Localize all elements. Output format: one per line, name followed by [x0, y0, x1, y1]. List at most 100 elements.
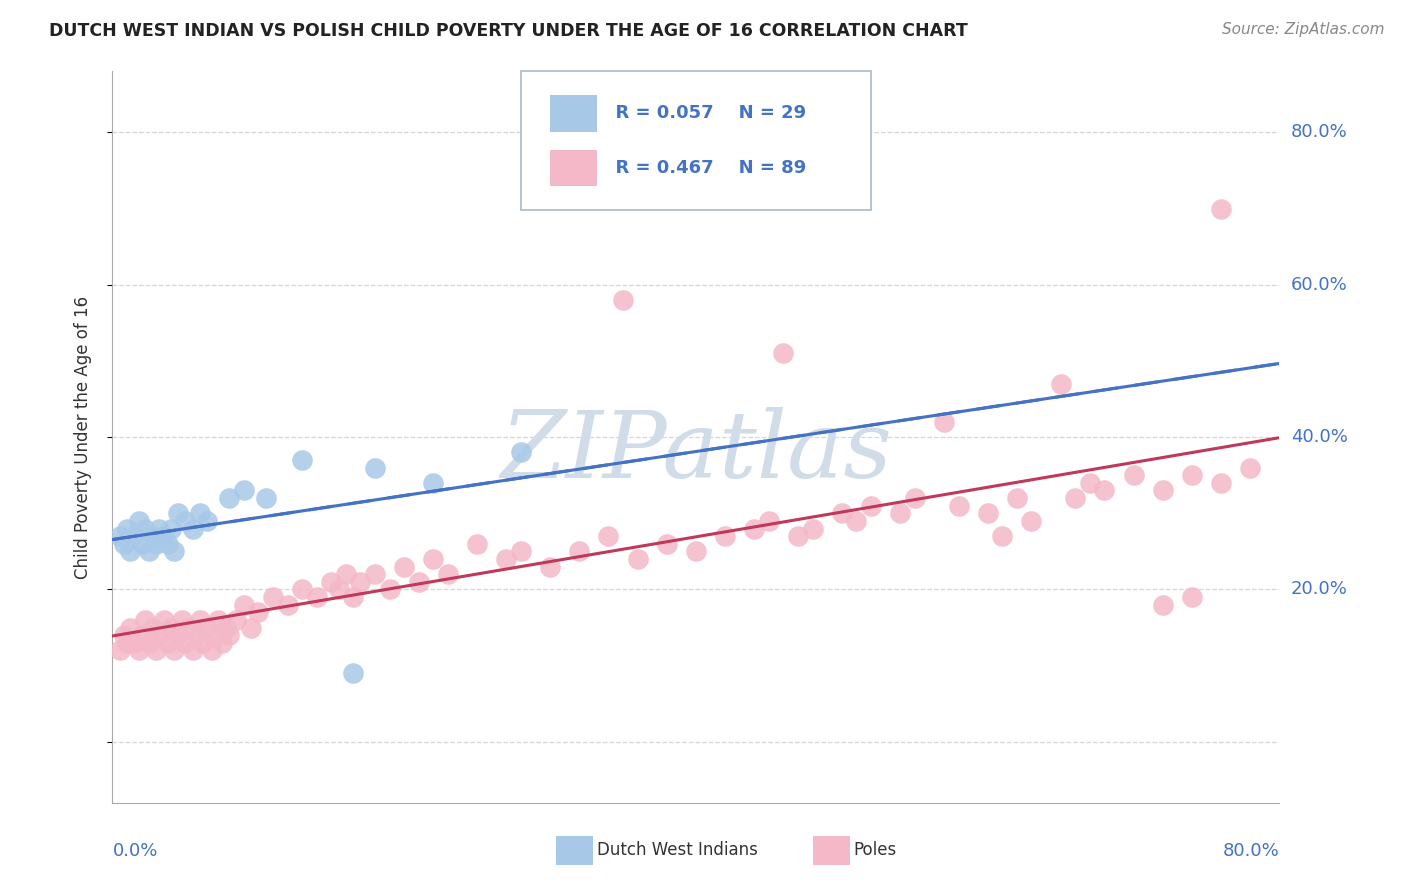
Point: [714, 529, 737, 543]
Point: [124, 636, 146, 650]
Point: [172, 613, 194, 627]
Point: [831, 506, 853, 520]
Point: [509, 445, 531, 459]
Point: [177, 621, 200, 635]
Point: [118, 621, 141, 635]
Point: [465, 537, 488, 551]
Text: 20.0%: 20.0%: [1291, 581, 1347, 599]
FancyBboxPatch shape: [520, 71, 872, 211]
Point: [342, 590, 364, 604]
Text: 40.0%: 40.0%: [1291, 428, 1347, 446]
Point: [1094, 483, 1116, 498]
Point: [112, 628, 135, 642]
Point: [174, 636, 197, 650]
Point: [976, 506, 998, 520]
Point: [152, 529, 174, 543]
Point: [201, 643, 224, 657]
Point: [142, 529, 165, 543]
Point: [349, 574, 371, 589]
Point: [145, 537, 167, 551]
Point: [211, 636, 233, 650]
Point: [889, 506, 911, 520]
Point: [167, 506, 190, 520]
Point: [321, 574, 343, 589]
Point: [1021, 514, 1043, 528]
Text: ZIPatlas: ZIPatlas: [501, 407, 891, 497]
Point: [160, 521, 183, 535]
Point: [118, 544, 141, 558]
FancyBboxPatch shape: [550, 150, 596, 186]
Point: [1122, 468, 1144, 483]
Point: [138, 544, 160, 558]
Point: [163, 643, 186, 657]
Point: [612, 293, 634, 307]
Point: [115, 636, 138, 650]
Point: [1239, 460, 1261, 475]
Point: [1152, 483, 1174, 498]
Point: [174, 514, 197, 528]
Text: R = 0.057    N = 29: R = 0.057 N = 29: [603, 104, 806, 122]
Point: [305, 590, 328, 604]
Point: [191, 636, 214, 650]
Point: [742, 521, 765, 535]
Text: 80.0%: 80.0%: [1223, 842, 1279, 860]
Point: [131, 628, 153, 642]
Point: [195, 621, 218, 635]
Point: [240, 621, 263, 635]
Point: [509, 544, 531, 558]
Point: [422, 552, 444, 566]
Point: [124, 529, 146, 543]
Text: R = 0.467    N = 89: R = 0.467 N = 89: [603, 159, 806, 178]
Point: [134, 613, 156, 627]
Point: [115, 521, 138, 535]
Point: [364, 460, 387, 475]
Point: [328, 582, 350, 597]
FancyBboxPatch shape: [813, 836, 851, 865]
Point: [181, 521, 204, 535]
Point: [904, 491, 927, 505]
Point: [758, 514, 780, 528]
Point: [437, 567, 460, 582]
Point: [291, 453, 314, 467]
Point: [408, 574, 430, 589]
Point: [108, 643, 131, 657]
Point: [207, 613, 229, 627]
Text: 0.0%: 0.0%: [112, 842, 157, 860]
Point: [138, 636, 160, 650]
Point: [156, 537, 179, 551]
Point: [225, 613, 247, 627]
Point: [247, 605, 270, 619]
Text: Poles: Poles: [853, 841, 897, 859]
Point: [152, 613, 174, 627]
Point: [772, 346, 794, 360]
Text: Dutch West Indians: Dutch West Indians: [596, 841, 758, 859]
Point: [627, 552, 650, 566]
Point: [1078, 475, 1101, 490]
Point: [112, 537, 135, 551]
Point: [131, 537, 153, 551]
Point: [495, 552, 517, 566]
Text: 60.0%: 60.0%: [1291, 276, 1347, 293]
Point: [218, 491, 240, 505]
Point: [291, 582, 314, 597]
Point: [188, 613, 211, 627]
Point: [364, 567, 387, 582]
Point: [167, 628, 190, 642]
Point: [1209, 475, 1232, 490]
Point: [948, 499, 970, 513]
FancyBboxPatch shape: [555, 836, 593, 865]
Point: [142, 621, 165, 635]
Point: [655, 537, 678, 551]
Point: [148, 521, 170, 535]
Text: DUTCH WEST INDIAN VS POLISH CHILD POVERTY UNDER THE AGE OF 16 CORRELATION CHART: DUTCH WEST INDIAN VS POLISH CHILD POVERT…: [49, 22, 967, 40]
Point: [1152, 598, 1174, 612]
Point: [1181, 590, 1204, 604]
Point: [845, 514, 868, 528]
Point: [145, 643, 167, 657]
Point: [108, 529, 131, 543]
Point: [188, 506, 211, 520]
Point: [186, 628, 208, 642]
Point: [128, 514, 150, 528]
Point: [204, 628, 226, 642]
Point: [1209, 202, 1232, 216]
